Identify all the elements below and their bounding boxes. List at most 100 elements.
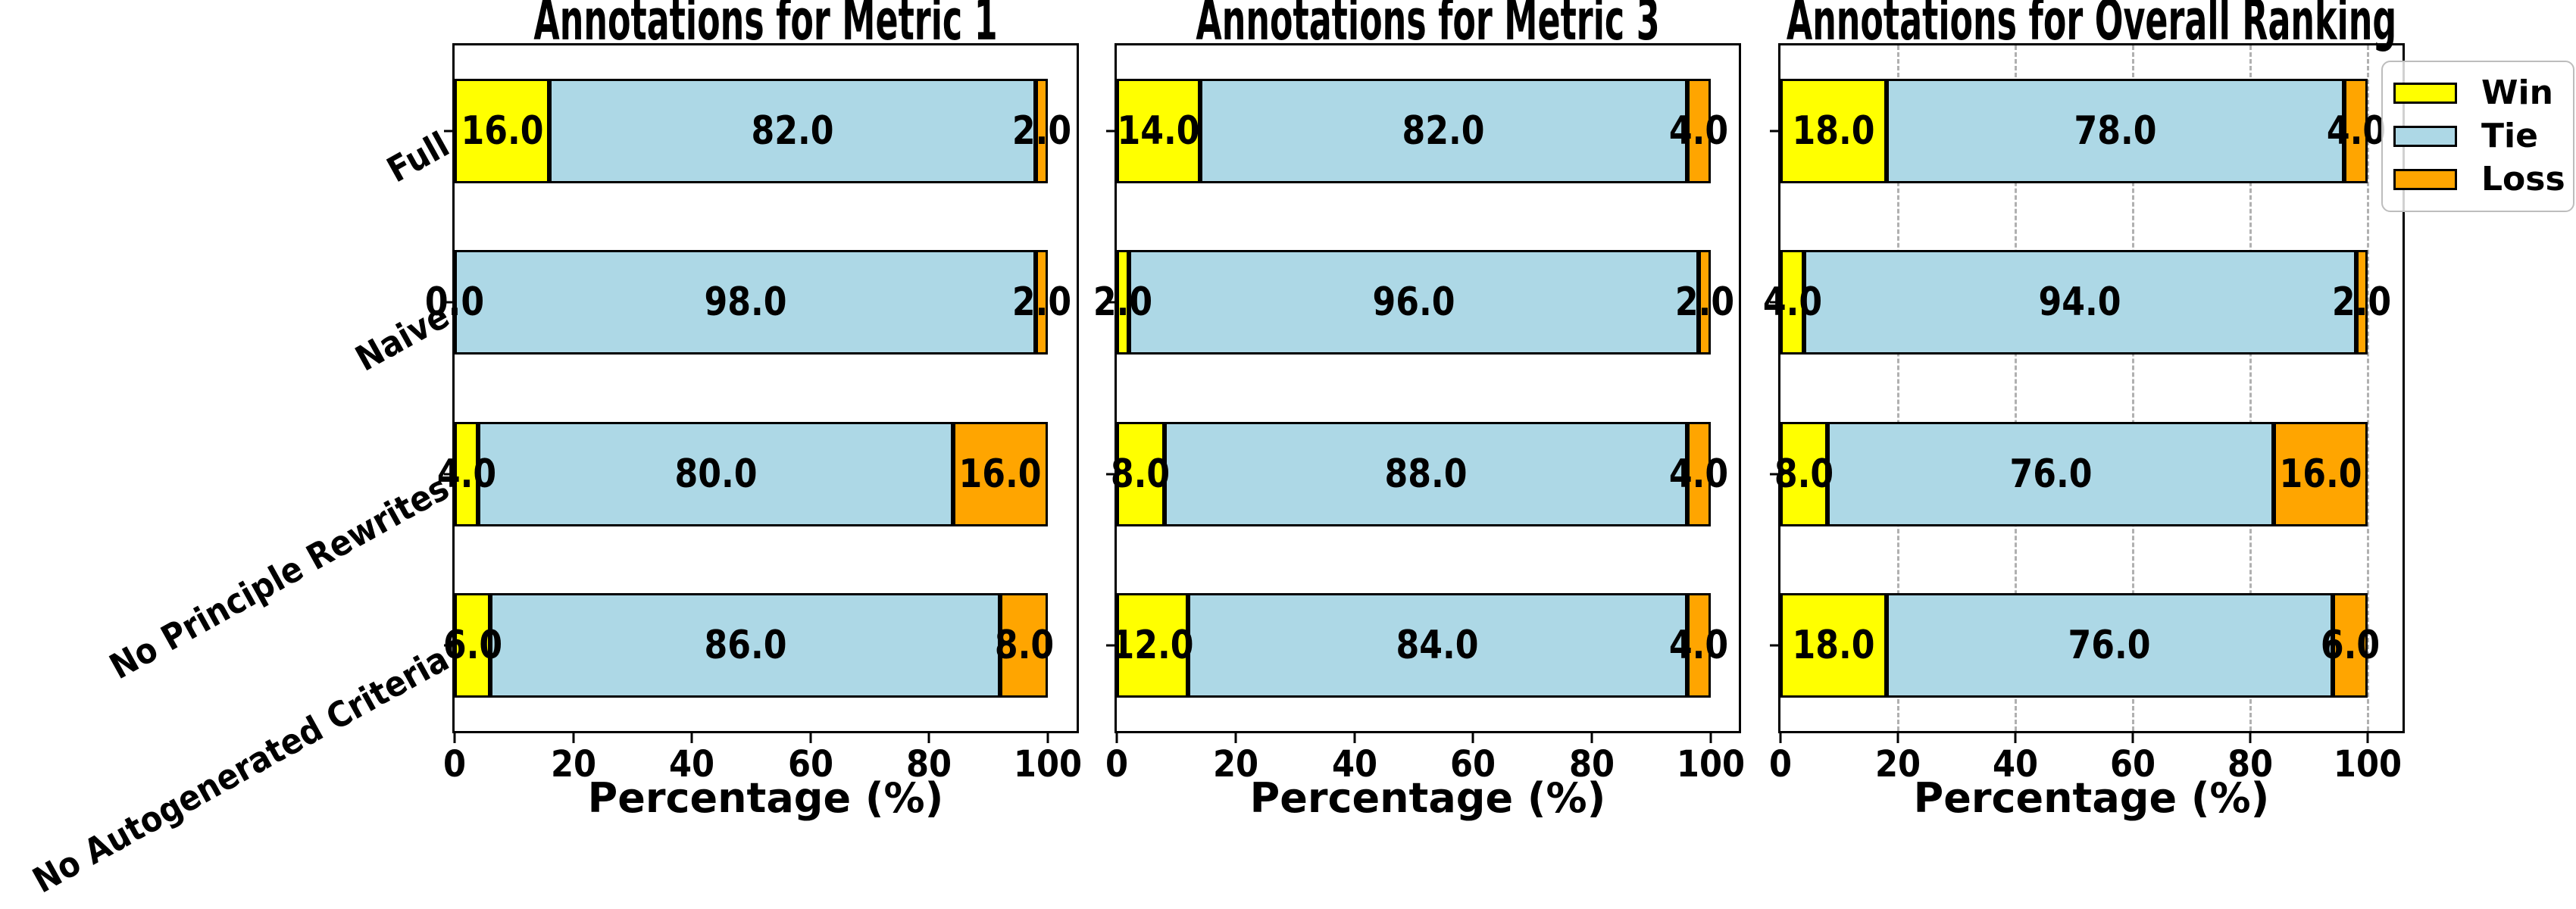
y-tick-mark	[1770, 130, 1780, 133]
chart-title: Annotations for Metric 1	[533, 0, 998, 53]
bar-value-label: 82.0	[751, 108, 834, 155]
bar-segment-tie	[1188, 592, 1687, 698]
bar-value-label: 16.0	[461, 108, 544, 155]
chart-title: Annotations for Metric 3	[1196, 0, 1660, 53]
bar-segment-loss	[2356, 250, 2368, 355]
bar-segment-win	[1780, 250, 1804, 355]
bar-segment-win	[1117, 421, 1165, 526]
bar-value-label: 98.0	[704, 280, 787, 326]
bar-segment-loss	[1687, 79, 1711, 184]
bar-segment-tie	[455, 250, 1036, 355]
gridline-80	[2249, 45, 2252, 731]
x-axis-label: Percentage (%)	[1913, 774, 2270, 822]
bar-segment-win	[1780, 79, 1887, 184]
chart-title: Annotations for Overall Ranking	[1786, 0, 2397, 53]
bar-value-label: 76.0	[2068, 622, 2151, 668]
x-tick-mark	[453, 731, 456, 743]
legend: Win Tie Loss	[2381, 61, 2574, 212]
gridline-100	[2366, 45, 2369, 731]
bar-value-label: 14.0	[1117, 108, 1200, 155]
bar-segment-win	[1117, 79, 1200, 184]
bar-segment-tie	[490, 592, 1001, 698]
loss-color-swatch-icon	[2393, 169, 2457, 191]
bar-segment-tie	[1164, 421, 1687, 526]
x-tick-label: 0	[442, 743, 467, 786]
gridline-60	[2131, 45, 2134, 731]
bar-value-label: 12.0	[1111, 622, 1194, 668]
win-color-swatch-icon	[2393, 82, 2457, 104]
y-tick-mark	[1770, 473, 1780, 476]
legend-label-loss: Loss	[2481, 160, 2565, 199]
bar-segment-loss	[1000, 592, 1048, 698]
bar-value-label: 16.0	[2279, 451, 2362, 497]
bar-segment-tie	[1128, 250, 1699, 355]
bar-value-label: 84.0	[1396, 622, 1479, 668]
tie-color-swatch-icon	[2393, 125, 2457, 147]
x-tick-label: 80	[906, 743, 952, 786]
bar-value-label: 2.0	[1093, 280, 1152, 326]
bar-segment-loss	[2274, 421, 2368, 526]
bar-value-label: 0.0	[424, 280, 485, 326]
x-tick-mark	[1353, 731, 1356, 743]
legend-entry-loss: Loss	[2393, 162, 2565, 197]
y-tick-mark	[444, 130, 455, 133]
gridline-40	[2014, 45, 2017, 731]
bar-value-label: 16.0	[958, 451, 1042, 497]
bar-value-label: 96.0	[1372, 280, 1455, 326]
bar-value-label: 8.0	[1774, 451, 1834, 497]
x-tick-label: 0	[1768, 743, 1793, 786]
legend-label-tie: Tie	[2481, 116, 2538, 155]
x-tick-mark	[2366, 731, 2369, 743]
x-tick-mark	[2131, 731, 2134, 743]
x-tick-label: 100	[2333, 743, 2402, 786]
y-tick-mark	[1770, 644, 1780, 647]
bar-segment-loss	[2332, 592, 2368, 698]
x-tick-mark	[690, 731, 693, 743]
x-tick-label: 40	[1992, 743, 2039, 786]
x-tick-mark	[809, 731, 812, 743]
bar-segment-tie	[1886, 79, 2344, 184]
category-label: No Autogenerated Criteria	[26, 638, 456, 901]
bar-value-label: 8.0	[994, 622, 1054, 668]
x-tick-label: 20	[550, 743, 596, 786]
bar-segment-win	[455, 79, 550, 184]
bar-value-label: 8.0	[1111, 451, 1171, 497]
bar-segment-loss	[1036, 250, 1048, 355]
x-tick-label: 100	[1013, 743, 1083, 786]
bar-value-label: 4.0	[1669, 622, 1729, 668]
bar-segment-loss	[952, 421, 1048, 526]
bar-segment-tie	[1199, 79, 1687, 184]
bar-segment-loss	[1699, 250, 1711, 355]
x-tick-mark	[1234, 731, 1237, 743]
bar-segment-tie	[1827, 421, 2274, 526]
x-tick-mark	[1471, 731, 1474, 743]
bar-value-label: 94.0	[2038, 280, 2121, 326]
bar-segment-tie	[1804, 250, 2356, 355]
x-tick-label: 60	[1450, 743, 1496, 786]
bar-value-label: 18.0	[1792, 622, 1875, 668]
x-tick-mark	[1779, 731, 1782, 743]
legend-entry-tie: Tie	[2393, 116, 2565, 155]
x-tick-mark	[572, 731, 575, 743]
x-tick-mark	[2014, 731, 2017, 743]
x-tick-mark	[2249, 731, 2252, 743]
bar-segment-win	[1780, 421, 1827, 526]
bar-segment-win	[1117, 592, 1189, 698]
bar-value-label: 4.0	[2326, 108, 2386, 155]
bar-value-label: 4.0	[1669, 108, 1729, 155]
bar-value-label: 76.0	[2009, 451, 2093, 497]
bar-segment-loss	[1036, 79, 1048, 184]
category-label: Full	[380, 123, 456, 191]
x-tick-label: 20	[1874, 743, 1921, 786]
bar-segment-win	[455, 592, 490, 698]
x-tick-label: 40	[1331, 743, 1377, 786]
bar-value-label: 78.0	[2074, 108, 2157, 155]
bar-value-label: 18.0	[1792, 108, 1875, 155]
bar-value-label: 2.0	[2332, 280, 2392, 326]
bar-value-label: 80.0	[674, 451, 758, 497]
x-tick-label: 60	[787, 743, 833, 786]
bar-segment-loss	[1687, 592, 1711, 698]
bar-segment-tie	[549, 79, 1036, 184]
x-tick-mark	[927, 731, 930, 743]
